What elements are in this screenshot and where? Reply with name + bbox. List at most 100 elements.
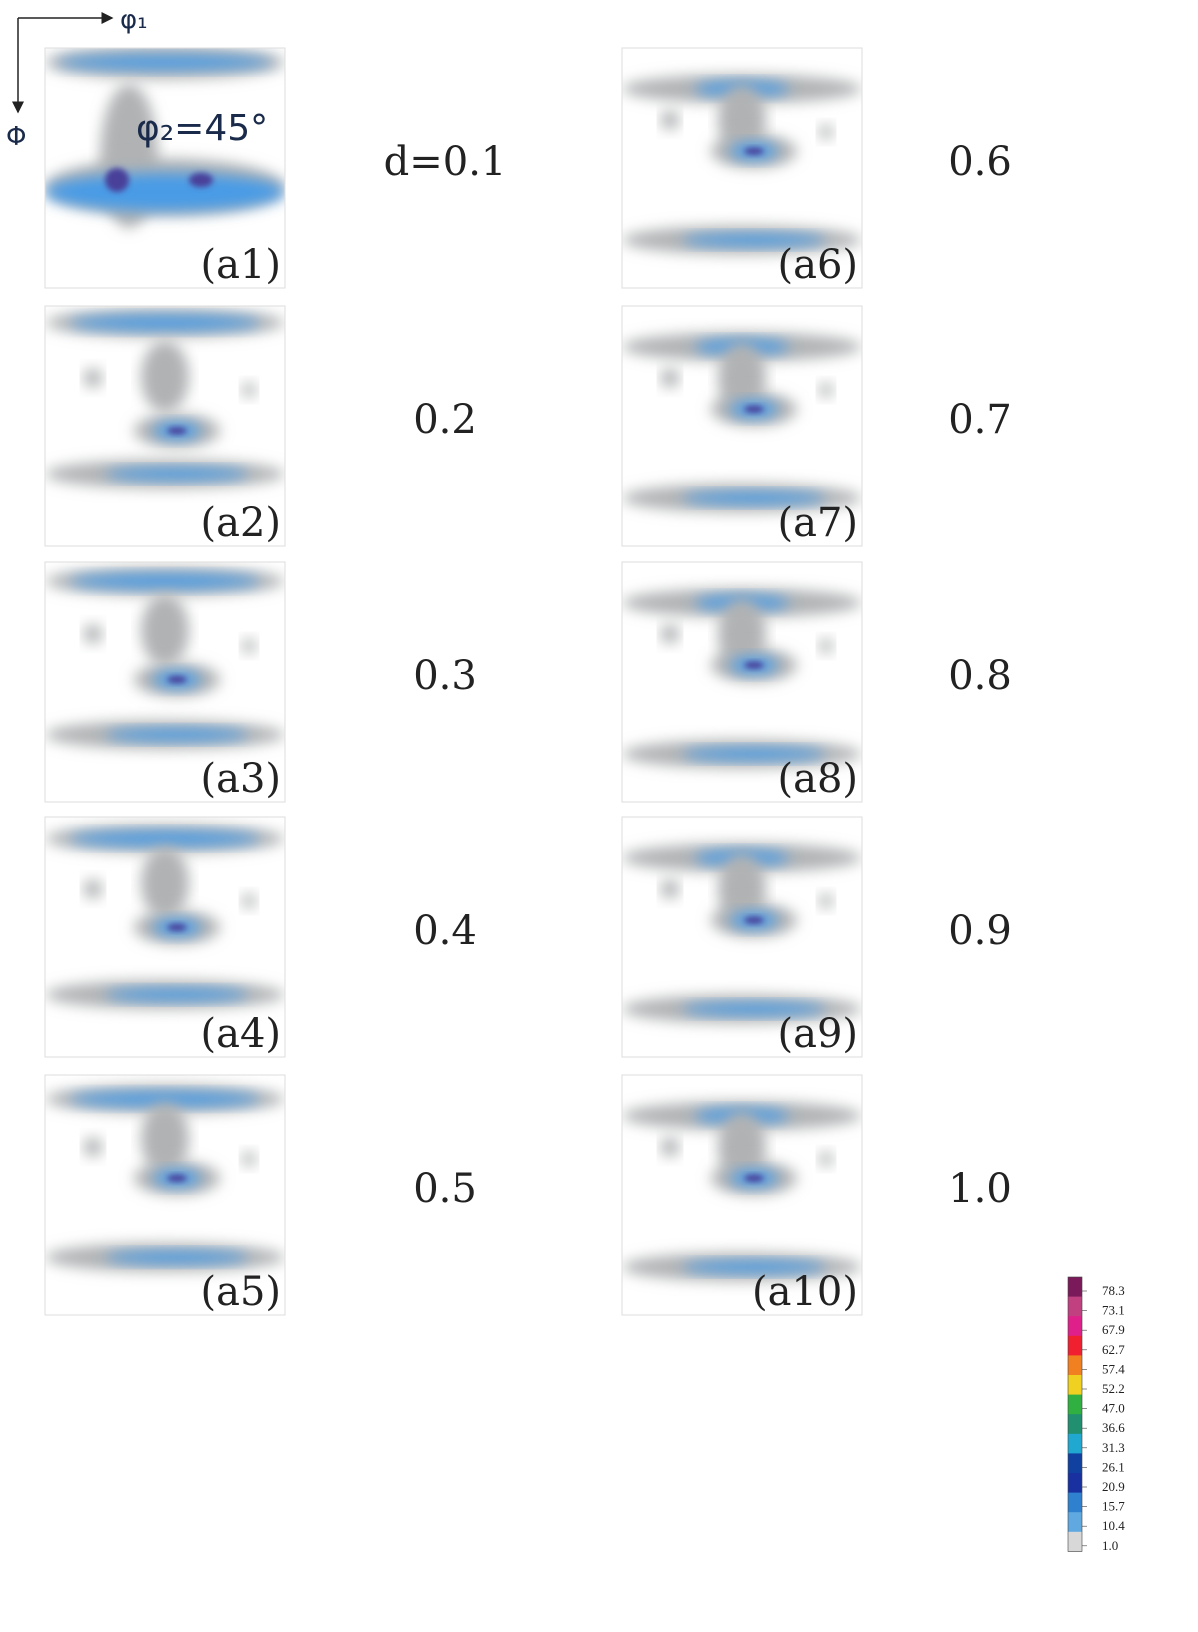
- y-axis-label: Φ: [6, 122, 26, 152]
- colorbar-segment: [1068, 1296, 1082, 1317]
- intensity-blob: [83, 879, 103, 899]
- colorbar-tick-label: 62.7: [1102, 1342, 1125, 1357]
- intensity-blob: [141, 847, 189, 919]
- panel-border: [621, 561, 863, 803]
- heatmap: [622, 843, 862, 1024]
- intensity-blob: [660, 624, 680, 644]
- colorbar-tick-label: 52.2: [1102, 1381, 1125, 1396]
- intensity-blob: [682, 1003, 826, 1015]
- odf-panel: (a7) 0.7: [621, 305, 1012, 547]
- intensity-blob: [83, 368, 103, 388]
- intensity-blob: [744, 916, 764, 924]
- intensity-blob: [744, 147, 764, 155]
- panel-label: (a5): [200, 1269, 281, 1315]
- d-value: 0.8: [948, 653, 1012, 699]
- intensity-blob: [83, 624, 103, 644]
- intensity-blob: [682, 492, 826, 504]
- panel-label: (a4): [200, 1011, 281, 1057]
- intensity-blob: [241, 1151, 257, 1167]
- intensity-blob: [818, 893, 834, 909]
- intensity-blob: [241, 638, 257, 654]
- intensity-blob: [105, 468, 249, 480]
- colorbar-tick-label: 20.9: [1102, 1479, 1125, 1494]
- colorbar-segment: [1068, 1335, 1082, 1356]
- panel-border: [44, 305, 286, 547]
- panel-label: (a7): [777, 500, 858, 546]
- panel-label: (a6): [777, 242, 858, 288]
- panel-label: (a10): [752, 1269, 858, 1315]
- intensity-blob: [69, 1091, 261, 1107]
- intensity-blob: [167, 427, 187, 435]
- intensity-blob: [660, 110, 680, 130]
- panel-label: (a1): [200, 242, 281, 288]
- d-value: 0.7: [948, 397, 1012, 443]
- panel-border: [621, 47, 863, 289]
- d-value: d=0.1: [384, 139, 507, 185]
- colorbar-segment: [1068, 1277, 1082, 1298]
- panel-border: [44, 561, 286, 803]
- odf-panel: (a10) 1.0: [621, 1074, 1012, 1316]
- odf-panel: (a5) 0.5: [44, 1074, 477, 1316]
- colorbar-tick-label: 47.0: [1102, 1401, 1125, 1416]
- intensity-blob: [744, 1174, 764, 1182]
- intensity-blob: [818, 124, 834, 140]
- section-label: φ₂=45°: [136, 108, 268, 149]
- colorbar-segment: [1068, 1492, 1082, 1513]
- d-value: 0.9: [948, 908, 1012, 954]
- colorbar-segment: [1068, 1355, 1082, 1376]
- colorbar-segment: [1068, 1473, 1082, 1494]
- panel-border: [621, 1074, 863, 1316]
- colorbar-segment: [1068, 1453, 1082, 1474]
- intensity-blob: [69, 831, 261, 846]
- odf-panel: (a6) 0.6: [621, 47, 1012, 289]
- intensity-blob: [818, 638, 834, 654]
- intensity-blob: [83, 1137, 103, 1157]
- panel-label: (a3): [200, 756, 281, 802]
- intensity-blob: [744, 661, 764, 669]
- intensity-blob: [241, 893, 257, 909]
- colorbar-segment: [1068, 1531, 1082, 1552]
- panel-border: [44, 47, 286, 289]
- intensity-blob: [69, 315, 261, 330]
- intensity-blob: [818, 1151, 834, 1167]
- colorbar-segment: [1068, 1414, 1082, 1435]
- heatmap: [45, 1084, 285, 1272]
- intensity-blob: [818, 382, 834, 398]
- intensity-blob: [167, 923, 187, 932]
- intensity-blob: [57, 55, 273, 70]
- heatmap: [45, 566, 285, 750]
- panel-border: [621, 305, 863, 547]
- colorbar-segment: [1068, 1512, 1082, 1533]
- colorbar-tick-label: 10.4: [1102, 1518, 1125, 1533]
- colorbar-tick-label: 67.9: [1102, 1322, 1125, 1337]
- d-value: 0.6: [948, 139, 1012, 185]
- odf-panel: (a4) 0.4: [44, 816, 477, 1058]
- colorbar-tick-label: 73.1: [1102, 1303, 1125, 1318]
- intensity-blob: [682, 748, 826, 760]
- colorbar-tick-label: 78.3: [1102, 1283, 1125, 1298]
- panel-label: (a2): [200, 500, 281, 546]
- colorbar-border: [1067, 1276, 1083, 1552]
- colorbar-segment: [1068, 1375, 1082, 1396]
- intensity-blob: [660, 1137, 680, 1157]
- intensity-blob: [69, 574, 261, 589]
- heatmap: [45, 48, 285, 228]
- colorbar-tick-label: 31.3: [1102, 1440, 1125, 1455]
- d-value: 0.2: [413, 397, 477, 443]
- intensity-blob: [141, 594, 189, 667]
- d-value: 0.5: [413, 1166, 477, 1212]
- colorbar-tick-label: 15.7: [1102, 1499, 1125, 1514]
- intensity-blob: [105, 988, 249, 1001]
- odf-panel: (a2) 0.2: [44, 305, 477, 547]
- panel-border: [44, 816, 286, 1058]
- odf-panel: (a9) 0.9: [621, 816, 1012, 1058]
- heatmap: [622, 332, 862, 513]
- panel-border: [44, 1074, 286, 1316]
- x-axis-label: φ₁: [120, 5, 148, 35]
- odf-panel: (a1) d=0.1: [44, 47, 507, 289]
- intensity-blob: [167, 1174, 187, 1182]
- d-value: 0.3: [413, 653, 477, 699]
- heatmap: [622, 588, 862, 769]
- d-value: 1.0: [948, 1166, 1012, 1212]
